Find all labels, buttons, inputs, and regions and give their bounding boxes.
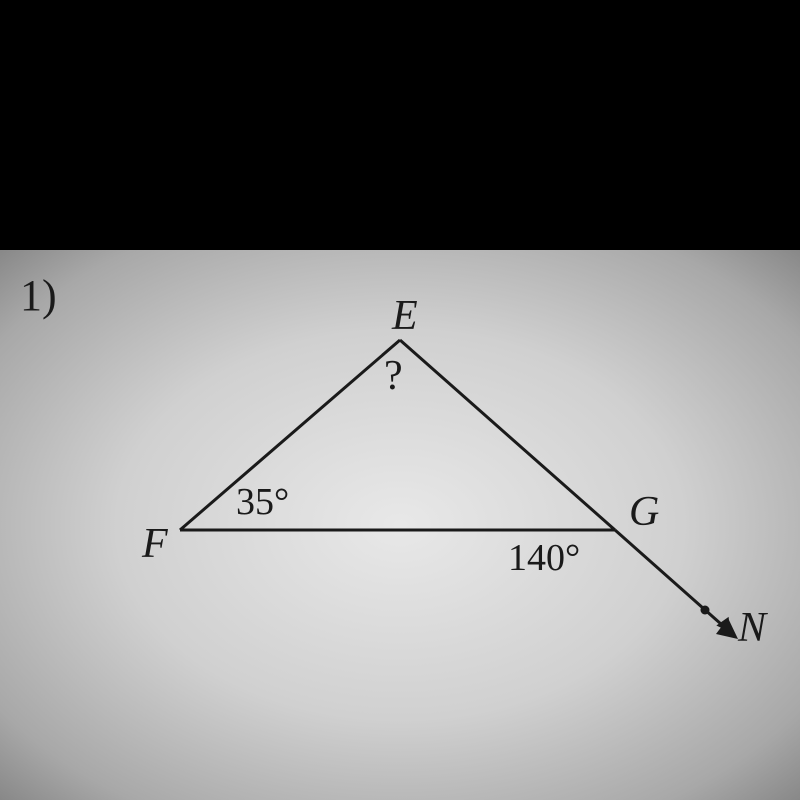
problem-number: 1)	[20, 270, 57, 321]
edge-EF	[180, 340, 400, 530]
vertex-label-N: N	[738, 604, 766, 652]
angle-label-exterior-G: 140°	[508, 536, 580, 580]
vertex-label-E: E	[392, 292, 418, 340]
vertex-label-G: G	[629, 488, 659, 536]
ray-point	[701, 606, 710, 615]
angle-label-E: ?	[384, 352, 403, 400]
angle-label-F: 35°	[236, 480, 289, 524]
triangle-diagram: E F G N ? 35° 140°	[100, 280, 750, 780]
ray-GN	[615, 530, 730, 632]
content-area: 1) E F G N ? 35° 140°	[0, 250, 800, 800]
top-black-banner	[0, 0, 800, 250]
vertex-label-F: F	[142, 520, 168, 568]
edge-EG	[400, 340, 615, 530]
